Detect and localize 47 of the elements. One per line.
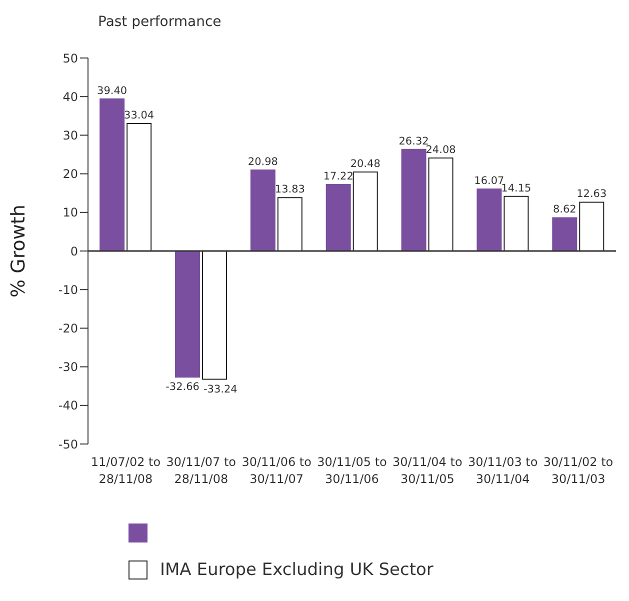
x-tick-label: 30/11/05 to 30/11/06 (317, 455, 387, 486)
x-tick-label: 30/11/02 to 30/11/03 (543, 455, 614, 486)
data-label: -32.66 (166, 381, 200, 394)
y-tick-label: -20 (58, 321, 78, 336)
bar (202, 250, 227, 380)
bar (326, 184, 351, 252)
data-label: 20.48 (350, 158, 380, 170)
y-tick-label: -10 (58, 282, 78, 297)
bar (428, 158, 454, 252)
bar (352, 171, 378, 252)
data-label: -33.24 (203, 383, 238, 396)
x-tick-label: 11/07/02 to 28/11/08 (90, 455, 161, 486)
bar (277, 197, 302, 252)
bar (504, 196, 529, 252)
bar (126, 122, 152, 252)
x-tick-label: 30/11/04 to 30/11/05 (392, 455, 462, 486)
y-tick-label: 40 (62, 90, 78, 104)
y-tick-label: 0 (70, 244, 78, 258)
y-tick-label: 50 (62, 51, 78, 66)
data-label: 24.08 (426, 144, 456, 156)
bar (250, 170, 276, 252)
y-tick-label: -40 (58, 398, 78, 413)
bar (100, 98, 125, 252)
x-tick-label: 30/11/06 to 30/11/07 (242, 455, 312, 486)
bar (579, 202, 604, 252)
y-tick-label: 30 (62, 128, 78, 142)
data-label: 33.04 (124, 109, 154, 122)
x-tick-label: 30/11/07 to 28/11/08 (166, 455, 236, 486)
data-label: 14.15 (501, 182, 532, 194)
y-tick-label: 10 (62, 206, 78, 220)
bar (476, 188, 502, 252)
x-tick-label: 30/11/03 to 30/11/04 (468, 455, 538, 486)
bar (401, 148, 426, 252)
data-label: 12.63 (576, 188, 607, 200)
chart-title: Past performance (98, 14, 222, 30)
y-axis-title: % Growth (8, 204, 30, 298)
y-tick-label: 20 (62, 167, 78, 182)
data-label: 20.98 (248, 156, 278, 168)
y-tick-label: -30 (58, 360, 78, 374)
data-label: 17.22 (323, 170, 354, 183)
data-label: 8.62 (552, 204, 576, 216)
y-tick-label: -50 (58, 437, 78, 452)
bar (552, 217, 578, 252)
legend-label: IMA Europe Excluding UK Sector (160, 560, 434, 580)
data-label: 39.40 (97, 84, 128, 97)
data-label: 13.83 (274, 184, 305, 196)
bar (174, 250, 200, 378)
